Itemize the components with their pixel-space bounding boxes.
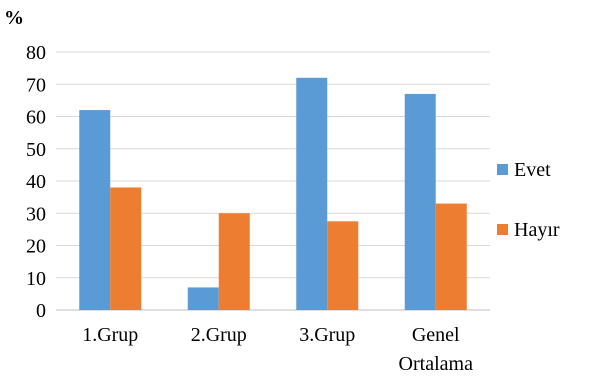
y-tick-label: 40 (26, 171, 46, 193)
bar-hay-r-4 (435, 203, 467, 310)
x-category-label: 3.Grup (299, 324, 355, 346)
legend-swatch (497, 164, 508, 175)
y-axis-label: % (4, 7, 24, 29)
y-tick-label: 70 (26, 74, 46, 96)
bar-evet-1 (79, 110, 111, 310)
bar-hay-r-3 (327, 221, 359, 310)
y-tick-label: 10 (26, 268, 46, 290)
bar-evet-2 (187, 287, 219, 310)
y-tick-label: 30 (26, 203, 46, 225)
y-tick-label: 20 (26, 236, 46, 258)
bar-hay-r-2 (218, 213, 250, 310)
y-tick-labels: 0 10 20 30 40 50 60 70 80 (26, 42, 46, 322)
legend-label: Hayır (514, 219, 560, 241)
bar-evet-3 (296, 77, 328, 310)
bars (79, 77, 467, 310)
bar-hay-r-1 (110, 187, 142, 310)
legend: Evet Hayır (497, 159, 560, 241)
y-tick-label: 50 (26, 139, 46, 161)
x-category-label: Genel Ortalama (399, 324, 474, 375)
x-category-label: 1.Grup (82, 324, 138, 346)
y-tick-label: 0 (36, 300, 46, 322)
legend-swatch (497, 224, 508, 235)
bar-evet-4 (404, 93, 436, 310)
x-category-label: 2.Grup (191, 324, 247, 346)
category-labels: 1.Grup 2.Grup 3.Grup Genel Ortalama (82, 324, 473, 375)
y-tick-label: 80 (26, 42, 46, 64)
legend-label: Evet (514, 159, 551, 181)
y-tick-label: 60 (26, 107, 46, 129)
